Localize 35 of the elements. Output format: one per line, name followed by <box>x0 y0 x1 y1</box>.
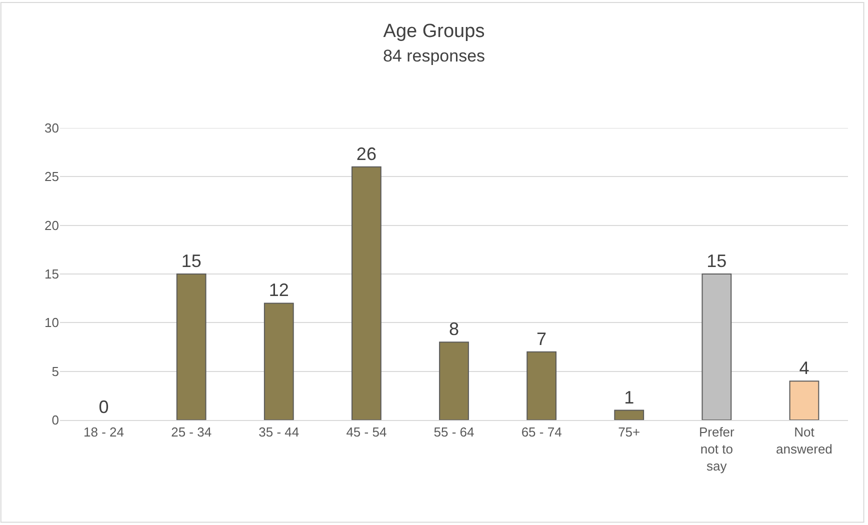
data-label: 26 <box>356 144 376 164</box>
x-tick-label: Prefer not to say <box>698 424 736 474</box>
y-tick-label: 25 <box>44 169 59 184</box>
bar <box>614 410 644 420</box>
bar <box>352 166 382 420</box>
bar <box>526 351 556 420</box>
x-tick-label: Not answered <box>776 424 832 456</box>
data-label: 15 <box>181 251 202 271</box>
data-label: 0 <box>98 397 109 417</box>
data-label: 12 <box>268 280 289 300</box>
x-tick-label: 25 - 34 <box>171 424 212 440</box>
x-tick-label: 75+ <box>618 424 640 440</box>
chart-title: Age Groups <box>383 20 485 42</box>
y-tick-label: 0 <box>52 412 59 428</box>
bar <box>789 380 820 420</box>
y-tick-label: 30 <box>44 120 59 136</box>
x-tick-label: 35 - 44 <box>258 424 300 440</box>
x-tick-label: 65 - 74 <box>521 424 562 440</box>
data-label: 4 <box>799 358 810 378</box>
y-tick-label: 20 <box>44 218 59 233</box>
bar <box>176 274 206 420</box>
data-label: 7 <box>536 328 547 349</box>
bar <box>439 342 469 420</box>
y-tick-label: 10 <box>44 315 59 330</box>
y-tick-label: 5 <box>52 364 59 379</box>
x-tick-label: 18 - 24 <box>84 424 124 440</box>
chart-subtitle: 84 responses <box>382 46 486 66</box>
bar <box>702 274 732 420</box>
x-tick-label: 45 - 54 <box>346 424 387 440</box>
x-tick-label: 55 - 64 <box>434 424 474 440</box>
data-label: 1 <box>624 387 634 408</box>
bar <box>264 302 294 420</box>
y-tick-label: 15 <box>44 266 59 282</box>
data-label: 8 <box>448 319 460 340</box>
data-label: 15 <box>706 251 727 271</box>
